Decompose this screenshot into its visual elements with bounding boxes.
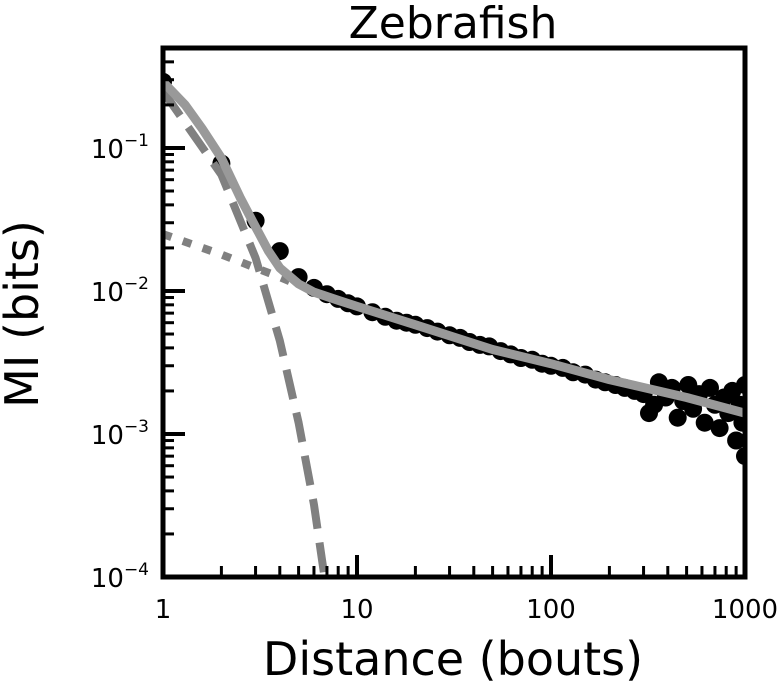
tick-labels-layer: 1 10 100 1000 10−4 10−3 10−2 10−1 (91, 131, 778, 625)
y-tick-label: 10−4 (91, 560, 149, 594)
ticks-layer (161, 46, 747, 579)
data-point (668, 408, 687, 427)
chart-title: Zebrafish (349, 0, 558, 49)
x-tick-label: 1000 (712, 595, 778, 625)
x-tick-label: 1 (155, 595, 172, 625)
y-tick-label: 10−3 (91, 417, 149, 451)
series-line-dashed (163, 88, 329, 577)
x-tick-label: 10 (340, 595, 373, 625)
x-tick-label: 100 (526, 595, 576, 625)
plot-frame (160, 45, 748, 580)
series-layer (163, 72, 745, 577)
data-point (710, 419, 729, 438)
x-axis-label: Distance (bouts) (263, 632, 643, 684)
data-point (727, 431, 745, 450)
series-markers (163, 72, 745, 466)
y-tick-label: 10−2 (91, 274, 149, 308)
y-axis-label: MI (bits) (0, 220, 49, 408)
y-tick-label: 10−1 (91, 131, 149, 165)
data-point (695, 413, 714, 432)
series-line-dotted (163, 230, 301, 289)
data-point (701, 378, 719, 397)
series-line-solid (163, 78, 745, 418)
